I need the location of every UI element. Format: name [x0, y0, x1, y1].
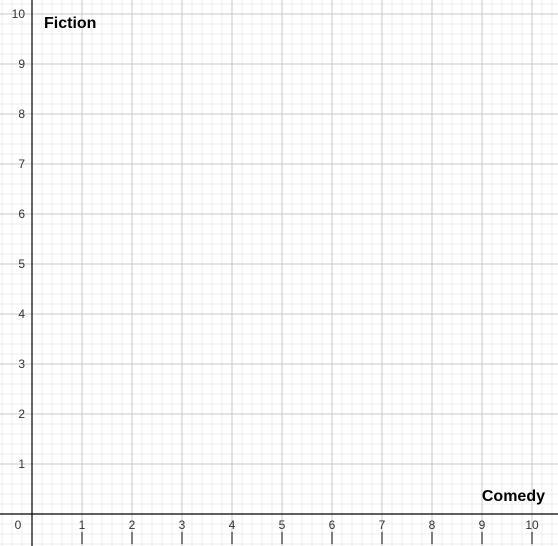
x-tick-label: 9 — [479, 518, 486, 532]
y-tick-label: 10 — [12, 7, 26, 21]
y-tick-label: 8 — [18, 107, 25, 121]
y-tick-label: 9 — [18, 57, 25, 71]
x-tick-label: 7 — [379, 518, 386, 532]
y-tick-label: 3 — [18, 357, 25, 371]
y-tick-label: 1 — [18, 457, 25, 471]
y-tick-label: 5 — [18, 257, 25, 271]
y-tick-labels: 1 2 3 4 5 6 7 8 9 10 — [12, 7, 26, 471]
x-tick-label: 4 — [229, 518, 236, 532]
y-tick-label: 7 — [18, 157, 25, 171]
x-tick-label: 3 — [179, 518, 186, 532]
y-tick-label: 4 — [18, 307, 25, 321]
x-tick-label: 8 — [429, 518, 436, 532]
x-tick-label: 0 — [15, 518, 22, 532]
y-axis-title: Fiction — [44, 15, 96, 32]
x-tick-label: 2 — [129, 518, 136, 532]
x-axis-title: Comedy — [482, 488, 545, 505]
x-tick-label: 10 — [525, 518, 539, 532]
x-tick-label: 6 — [329, 518, 336, 532]
x-tick-label: 1 — [79, 518, 86, 532]
y-tick-label: 2 — [18, 407, 25, 421]
y-tick-label: 6 — [18, 207, 25, 221]
x-tick-labels: 0 1 2 3 4 5 6 7 8 9 10 — [15, 518, 539, 532]
x-tick-label: 5 — [279, 518, 286, 532]
